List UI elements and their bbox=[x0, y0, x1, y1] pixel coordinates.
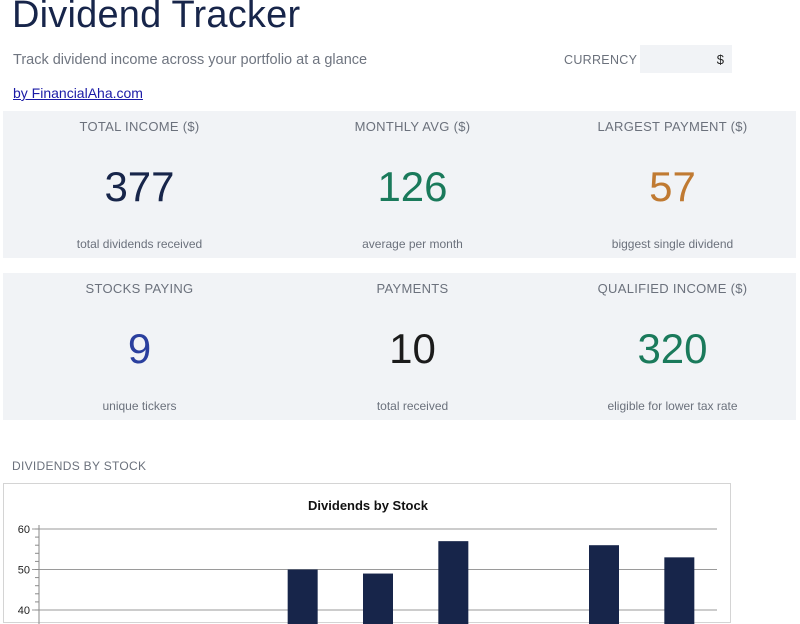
y-tick-label: 60 bbox=[18, 524, 30, 536]
kpi-monthly-avg: MONTHLY AVG ($) 126 average per month bbox=[276, 111, 549, 258]
chart-section-heading: DIVIDENDS BY STOCK bbox=[12, 459, 146, 473]
bar bbox=[438, 541, 468, 624]
chart-bars bbox=[288, 541, 695, 624]
kpi-row-2: STOCKS PAYING 9 unique tickers PAYMENTS … bbox=[3, 273, 796, 420]
kpi-value: 9 bbox=[3, 326, 276, 372]
kpi-label: LARGEST PAYMENT ($) bbox=[549, 119, 796, 134]
kpi-value: 57 bbox=[549, 164, 796, 210]
currency-label: CURRENCY bbox=[564, 53, 637, 67]
kpi-value: 10 bbox=[276, 326, 549, 372]
kpi-label: QUALIFIED INCOME ($) bbox=[549, 281, 796, 296]
kpi-value: 377 bbox=[3, 164, 276, 210]
kpi-label: TOTAL INCOME ($) bbox=[3, 119, 276, 134]
kpi-caption: total received bbox=[276, 399, 549, 413]
kpi-label: PAYMENTS bbox=[276, 281, 549, 296]
y-tick-label: 50 bbox=[18, 565, 30, 577]
byline-link[interactable]: by FinancialAha.com bbox=[13, 85, 143, 101]
kpi-total-income: TOTAL INCOME ($) 377 total dividends rec… bbox=[3, 111, 276, 258]
bar bbox=[664, 557, 694, 624]
kpi-caption: eligible for lower tax rate bbox=[549, 399, 796, 413]
page-title: Dividend Tracker bbox=[12, 0, 300, 37]
kpi-value: 320 bbox=[549, 326, 796, 372]
kpi-caption: unique tickers bbox=[3, 399, 276, 413]
kpi-label: MONTHLY AVG ($) bbox=[276, 119, 549, 134]
bar bbox=[363, 574, 393, 624]
kpi-largest-payment: LARGEST PAYMENT ($) 57 biggest single di… bbox=[549, 111, 796, 258]
kpi-stocks-paying: STOCKS PAYING 9 unique tickers bbox=[3, 273, 276, 420]
kpi-payments: PAYMENTS 10 total received bbox=[276, 273, 549, 420]
kpi-caption: total dividends received bbox=[3, 237, 276, 251]
chart-title: Dividends by Stock bbox=[308, 498, 429, 513]
kpi-qualified-income: QUALIFIED INCOME ($) 320 eligible for lo… bbox=[549, 273, 796, 420]
chart-y-axis: 40 50 60 bbox=[18, 524, 39, 624]
page-subtitle: Track dividend income across your portfo… bbox=[13, 52, 367, 68]
kpi-value: 126 bbox=[276, 164, 549, 210]
currency-input[interactable] bbox=[640, 45, 732, 73]
chart-canvas: Dividends by Stock 40 50 60 bbox=[4, 484, 732, 624]
kpi-caption: average per month bbox=[276, 237, 549, 251]
kpi-caption: biggest single dividend bbox=[549, 237, 796, 251]
kpi-row-1: TOTAL INCOME ($) 377 total dividends rec… bbox=[3, 111, 796, 258]
bar bbox=[288, 570, 318, 624]
dividends-chart[interactable]: Dividends by Stock 40 50 60 bbox=[3, 483, 731, 623]
kpi-label: STOCKS PAYING bbox=[3, 281, 276, 296]
bar bbox=[589, 545, 619, 624]
y-tick-label: 40 bbox=[18, 605, 30, 617]
